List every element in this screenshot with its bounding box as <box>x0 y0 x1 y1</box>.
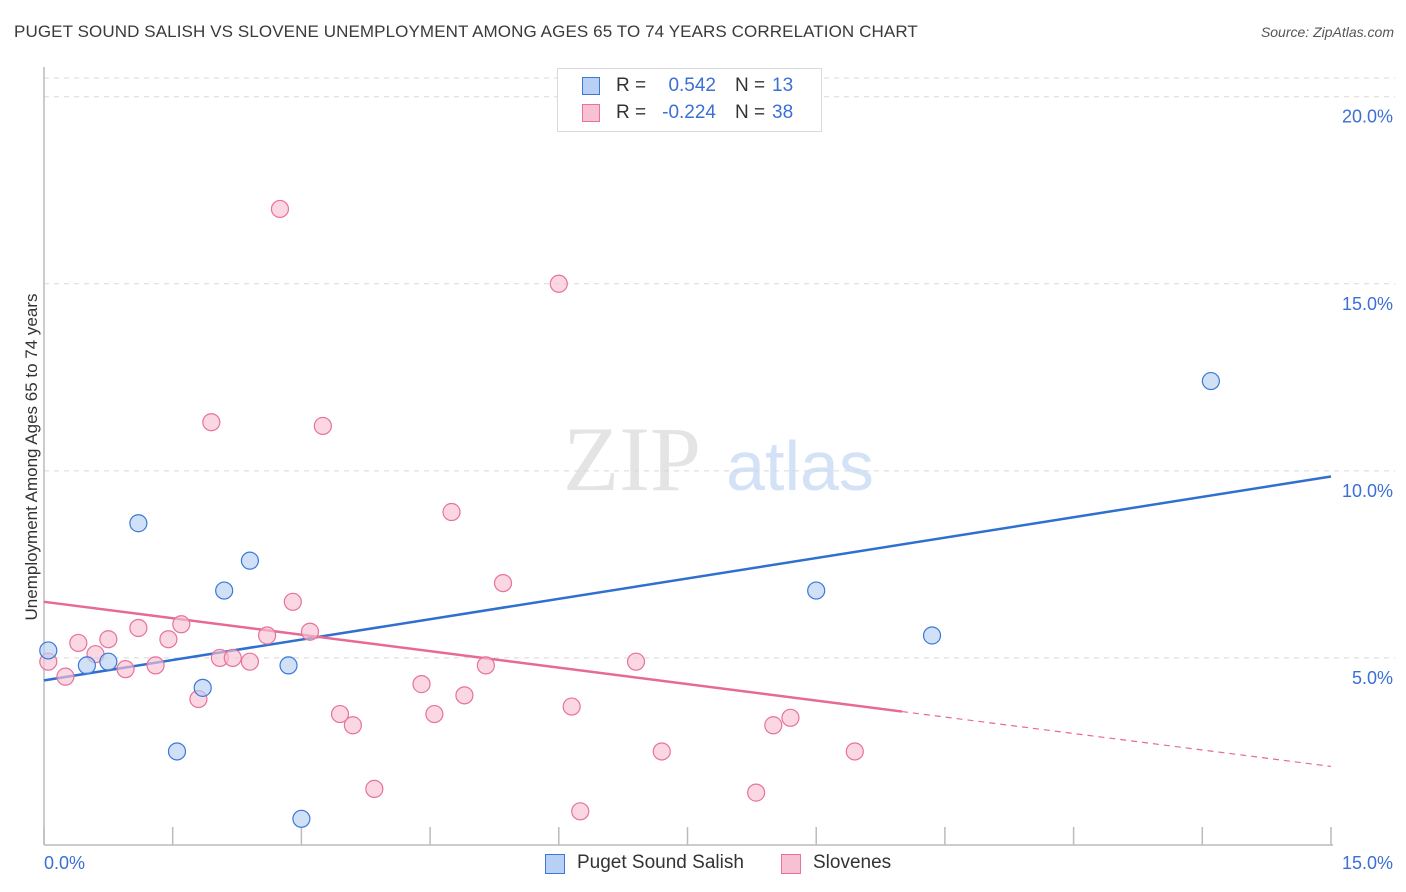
legend-swatch-blue <box>582 77 600 95</box>
data-point-pink <box>69 633 88 653</box>
watermark: ZIP atlas <box>563 408 874 510</box>
data-point-pink <box>764 716 783 735</box>
data-point-pink <box>202 413 221 432</box>
data-point-pink <box>626 652 646 671</box>
data-point-pink <box>845 742 864 761</box>
legend-label: Slovenes <box>813 852 892 873</box>
axes <box>43 67 1333 846</box>
data-point-pink <box>129 618 148 638</box>
data-point-pink <box>223 648 242 668</box>
correlation-legend: R = 0.542 N = 13 R = -0.224 N = 38 <box>557 68 822 132</box>
data-point-blue <box>39 641 58 660</box>
watermark-zip: ZIP <box>563 408 701 510</box>
data-point-pink <box>300 622 320 641</box>
data-point-pink <box>172 615 191 634</box>
data-point-pink <box>442 502 461 522</box>
data-point-pink <box>313 416 332 436</box>
chart-title: PUGET SOUND SALISH VS SLOVENE UNEMPLOYME… <box>14 22 918 41</box>
data-point-blue <box>193 678 212 697</box>
legend-swatch-pink <box>781 854 801 874</box>
y-tick-label: 10.0% <box>1342 481 1393 501</box>
legend-n-label: N = <box>735 102 766 123</box>
legend-r-label: R = <box>616 102 647 123</box>
legend-r-value: 0.542 <box>668 75 716 96</box>
source-label: Source: ZipAtlas.com <box>1260 24 1394 40</box>
data-point-blue <box>292 809 311 828</box>
data-point-blue <box>922 626 942 645</box>
y-tick-label: 5.0% <box>1352 668 1393 688</box>
data-point-pink <box>425 704 444 724</box>
legend-r-value: -0.224 <box>662 102 716 123</box>
legend-n-label: N = <box>735 75 766 96</box>
data-point-blue <box>215 581 234 600</box>
watermark-atlas: atlas <box>726 427 874 505</box>
data-point-pink <box>455 686 474 705</box>
data-point-pink <box>476 656 495 675</box>
data-point-pink <box>257 626 277 645</box>
data-point-pink <box>571 802 590 821</box>
legend-swatch-pink <box>582 104 600 122</box>
data-point-blue <box>240 551 260 570</box>
legend-swatch-blue <box>545 854 565 874</box>
trend-line-blue <box>43 475 1332 682</box>
data-point-pink <box>283 592 302 611</box>
data-point-pink <box>412 675 431 694</box>
data-point-pink <box>343 716 362 735</box>
data-point-pink <box>652 742 671 761</box>
legend-n-value: 38 <box>772 102 794 123</box>
data-points <box>39 199 1220 828</box>
data-point-blue <box>1201 371 1220 391</box>
legend-r-label: R = <box>616 75 647 96</box>
data-point-pink <box>365 779 384 798</box>
data-point-pink <box>562 697 581 716</box>
trend-lines <box>43 475 1332 768</box>
data-point-blue <box>167 742 187 761</box>
data-point-blue <box>279 656 298 675</box>
y-axis-label: Unemployment Among Ages 65 to 74 years <box>22 294 41 621</box>
data-point-pink <box>146 656 165 675</box>
y-tick-label: 20.0% <box>1342 107 1393 127</box>
data-point-blue <box>807 581 826 600</box>
data-point-blue <box>77 656 97 675</box>
data-point-blue <box>99 652 118 671</box>
data-point-pink <box>493 573 513 593</box>
data-point-pink <box>549 274 568 293</box>
data-point-pink <box>781 708 800 727</box>
tick-labels: 5.0% 10.0% 15.0% 20.0% 0.0% 15.0% <box>44 107 1393 873</box>
data-point-pink <box>99 630 118 649</box>
x-tick-label: 15.0% <box>1342 853 1393 873</box>
grid <box>44 77 1395 659</box>
data-point-pink <box>56 667 75 686</box>
data-point-blue <box>129 514 148 533</box>
trend-line-dashed-pink <box>901 710 1332 768</box>
data-point-pink <box>270 199 290 219</box>
y-tick-label: 15.0% <box>1342 294 1393 314</box>
x-tick-label: 0.0% <box>44 853 85 873</box>
legend-label: Puget Sound Salish <box>577 852 744 873</box>
data-point-pink <box>159 630 178 649</box>
data-point-pink <box>747 783 766 802</box>
data-point-pink <box>330 704 350 724</box>
data-point-pink <box>240 652 260 671</box>
legend-n-value: 13 <box>772 75 794 96</box>
data-point-pink <box>116 660 135 679</box>
